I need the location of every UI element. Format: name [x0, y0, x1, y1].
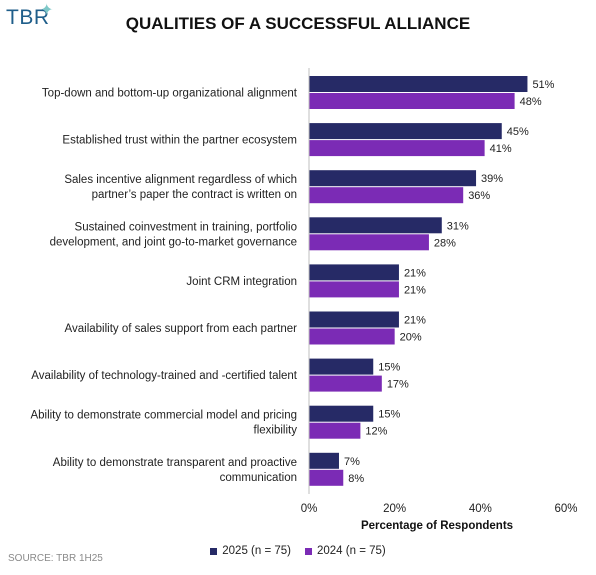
- data-label-2024: 12%: [365, 426, 387, 438]
- legend-item-2025: 2025 (n = 75): [210, 545, 291, 557]
- data-label-2025: 15%: [378, 362, 400, 374]
- bar-2025: [309, 264, 399, 281]
- bar-2024: [309, 281, 399, 298]
- data-label-2024: 17%: [387, 379, 409, 391]
- legend: 2025 (n = 75) 2024 (n = 75): [0, 545, 596, 557]
- bar-2024: [309, 328, 395, 345]
- data-label-2025: 31%: [447, 220, 469, 232]
- star-icon: ✦: [40, 2, 54, 19]
- source-note: SOURCE: TBR 1H25: [8, 553, 103, 564]
- bar-2024: [309, 375, 382, 392]
- data-label-2024: 36%: [468, 190, 490, 202]
- category-label: Established trust within the partner eco…: [62, 135, 297, 147]
- bar-2024: [309, 140, 485, 157]
- bar-2024: [309, 469, 344, 486]
- legend-swatch-2024: [305, 547, 312, 555]
- bar-2025: [309, 170, 477, 187]
- x-tick-label: 40%: [469, 503, 492, 515]
- category-label: Ability to demonstrate commercial model …: [30, 410, 297, 437]
- data-label-2024: 21%: [404, 284, 426, 296]
- x-tick-label: 20%: [383, 503, 406, 515]
- data-label-2025: 15%: [378, 409, 400, 421]
- category-label: Top-down and bottom-up organizational al…: [42, 88, 298, 100]
- data-label-2025: 21%: [404, 267, 426, 279]
- data-label-2025: 45%: [507, 126, 529, 138]
- logo-text: TBR: [6, 6, 50, 29]
- category-label: Sales incentive alignment regardless of …: [64, 174, 297, 201]
- bar-2024: [309, 234, 429, 251]
- data-label-2024: 48%: [520, 96, 542, 108]
- legend-swatch-2025: [210, 547, 218, 555]
- data-label-2024: 28%: [434, 237, 456, 249]
- x-tick-label: 60%: [554, 503, 577, 515]
- bar-2025: [309, 405, 374, 422]
- bar-2025: [309, 311, 399, 328]
- bar-2025: [309, 217, 442, 234]
- category-label: Sustained coinvestment in training, port…: [50, 221, 297, 248]
- bar-2025: [309, 358, 374, 375]
- bar-2025: [309, 76, 528, 92]
- category-label: Availability of sales support from each …: [65, 323, 298, 335]
- category-label: Ability to demonstrate transparent and p…: [53, 457, 297, 484]
- data-label-2025: 7%: [344, 456, 360, 468]
- data-label-2025: 39%: [481, 173, 503, 185]
- data-label-2025: 51%: [532, 79, 554, 91]
- legend-label-2024: 2024 (n = 75): [317, 545, 386, 557]
- legend-label-2025: 2025 (n = 75): [222, 545, 291, 557]
- bar-2025: [309, 123, 502, 140]
- category-label: Joint CRM integration: [186, 276, 297, 288]
- data-label-2025: 21%: [404, 315, 426, 327]
- data-label-2024: 8%: [348, 473, 364, 485]
- legend-item-2024: 2024 (n = 75): [305, 545, 386, 557]
- bar-2024: [309, 93, 515, 109]
- x-axis-label: Percentage of Respondents: [360, 520, 514, 532]
- chart-title: QUALITIES OF A SUCCESSFUL ALLIANCE: [125, 14, 471, 33]
- bar-2024: [309, 422, 361, 439]
- data-label-2024: 20%: [400, 332, 422, 344]
- data-label-2024: 41%: [490, 143, 512, 155]
- bar-2024: [309, 187, 464, 204]
- category-label: Availability of technology-trained and -…: [31, 370, 298, 382]
- bar-2025: [309, 452, 339, 469]
- x-tick-label: 0%: [301, 503, 318, 515]
- tbr-logo: TBR ✦: [6, 2, 53, 30]
